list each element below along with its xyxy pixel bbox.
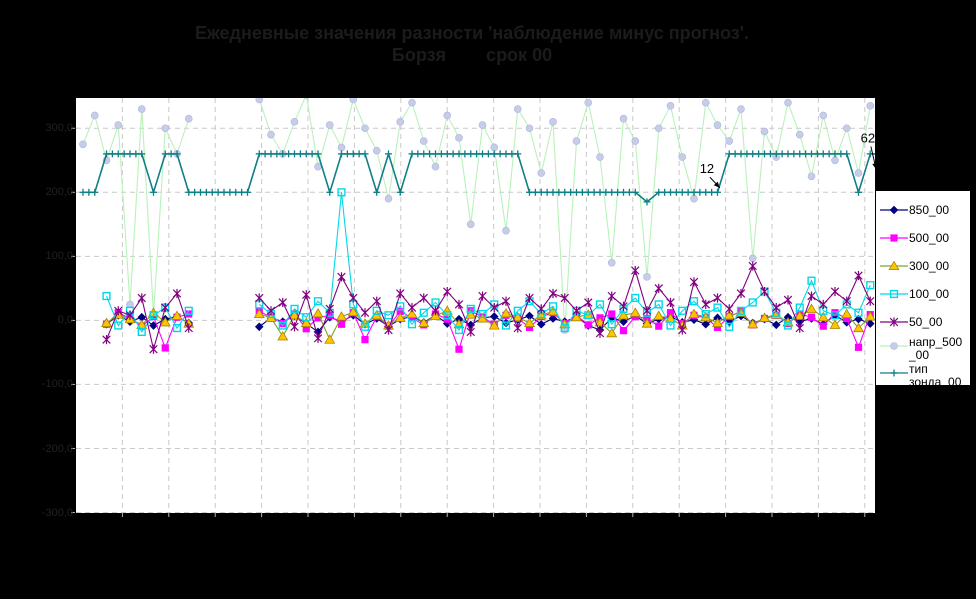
annotations: 12 62: [700, 130, 875, 189]
legend: 850_00 500_00 300_00 100_00 50_00 напр_500 _0…: [875, 190, 971, 389]
annotation-label: 62: [861, 130, 875, 145]
legend-item: напр_500 _00: [879, 336, 970, 363]
gridlines: [76, 98, 875, 513]
legend-item: 300_00: [879, 252, 970, 280]
y-axis-tick-label: 200,0: [45, 186, 73, 199]
y-axis-tick-label: -300,0: [41, 506, 73, 519]
plot-area: 12 62: [76, 98, 875, 513]
legend-item-label: 50_00: [909, 314, 943, 329]
legend-item-label: 500_00: [909, 230, 950, 245]
series-300_00: [101, 303, 875, 344]
annotation-label: 12: [700, 161, 714, 176]
legend-item-label: 850_00: [909, 202, 950, 217]
series-тип зонда_00: [79, 150, 875, 206]
legend-marker-icon: [880, 260, 908, 270]
legend-marker-icon: [880, 205, 908, 215]
series-500_00: [102, 307, 874, 353]
series-100_00: [102, 188, 875, 337]
legend-item-label: 100_00: [909, 286, 950, 301]
chart-title-line1: Ежедневные значения разности 'наблюдение…: [195, 23, 749, 43]
legend-marker-icon: [880, 342, 908, 350]
y-axis-tick-label: 300,0: [45, 122, 73, 135]
series-напр_500_00: [79, 98, 875, 334]
chart-title-line2: Борзя срок 00: [391, 45, 553, 65]
y-axis-tick-label: -100,0: [41, 378, 73, 391]
legend-marker-icon: [880, 369, 908, 377]
legend-item: 500_00: [879, 224, 970, 252]
legend-item: тип зонда_00: [879, 363, 970, 390]
series-50_00: [102, 261, 875, 354]
legend-marker-icon: [880, 234, 908, 242]
y-axis-tick-label: -200,0: [41, 442, 73, 455]
legend-item: 100_00: [879, 280, 970, 308]
chart-title: Ежедневные значения разности 'наблюдение…: [0, 22, 944, 66]
legend-marker-icon: [880, 317, 908, 327]
legend-marker-icon: [880, 289, 908, 299]
y-axis-tick-label: 100,0: [45, 250, 73, 263]
legend-item: 50_00: [879, 308, 970, 336]
legend-item-label: 300_00: [909, 258, 950, 273]
series-850_00: [102, 310, 875, 337]
legend-item: 850_00: [879, 196, 970, 224]
legend-item-label: напр_500 _00: [909, 335, 963, 362]
chart-canvas: 12 62: [76, 98, 875, 513]
legend-item-label: тип зонда_00: [909, 362, 962, 389]
y-axis-tick-label: 0,0: [57, 314, 73, 327]
